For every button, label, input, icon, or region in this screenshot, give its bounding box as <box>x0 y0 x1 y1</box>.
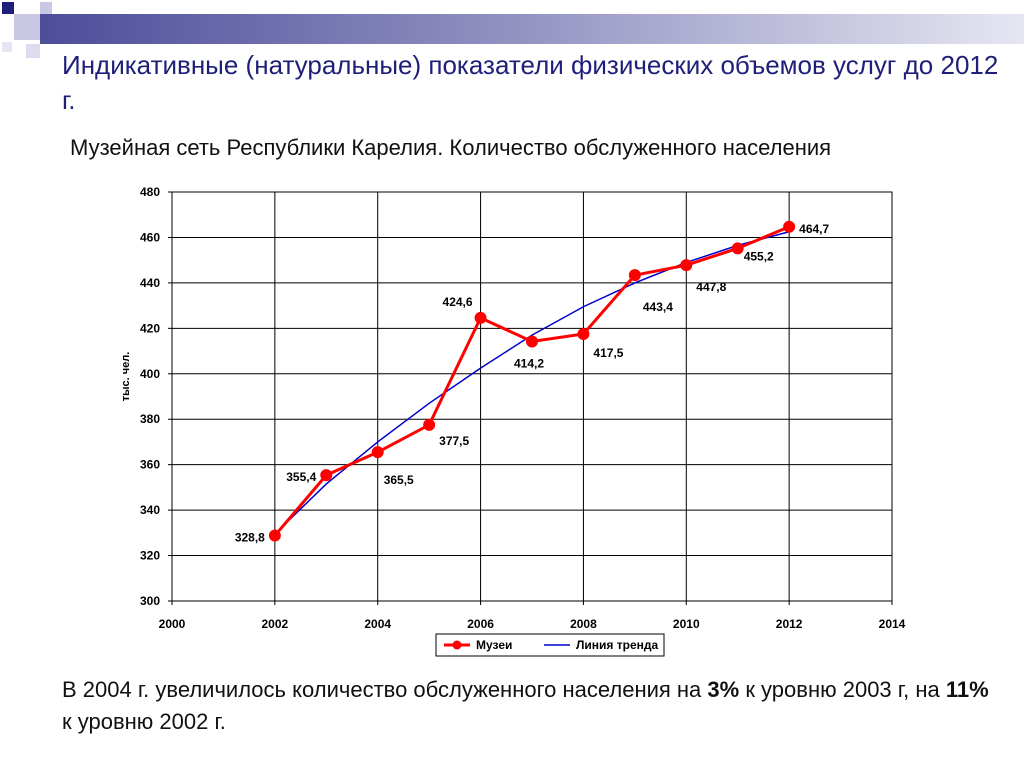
decor-square-tiny <box>2 42 12 52</box>
decor-square-mid <box>26 44 40 58</box>
x-tick-label: 2000 <box>159 617 186 631</box>
x-tick-label: 2004 <box>364 617 391 631</box>
decor-square-light <box>14 14 40 40</box>
data-label: 443,4 <box>643 300 673 314</box>
line-chart: 300 320 340 360 380 400 420 440 460 480 2000 2002 20… <box>120 185 906 657</box>
header-gradient-bar <box>40 14 1024 44</box>
data-point <box>783 220 796 233</box>
summary-note: В 2004 г. увеличилось количество обслуже… <box>62 674 992 738</box>
y-tick-label: 400 <box>140 367 160 381</box>
decor-square-small <box>40 2 52 14</box>
note-text-2: к уровню 2003 г, на <box>739 677 946 702</box>
note-percent-3: 3% <box>707 677 740 702</box>
data-point <box>577 328 590 341</box>
legend-label-museums: Музеи <box>476 638 512 652</box>
data-label: 455,2 <box>744 249 774 263</box>
plot-area <box>171 191 893 602</box>
x-tick-label: 2008 <box>570 617 597 631</box>
y-tick-label: 420 <box>140 321 160 335</box>
x-tick-label: 2002 <box>262 617 289 631</box>
data-label: 365,5 <box>384 473 414 487</box>
decor-square-navy <box>2 2 14 14</box>
data-label: 377,5 <box>439 434 469 448</box>
data-label: 328,8 <box>235 531 265 545</box>
data-point <box>628 269 641 282</box>
data-point <box>680 259 693 272</box>
data-point <box>320 469 333 482</box>
data-point <box>371 446 384 459</box>
y-axis-label: тыс. чел. <box>120 352 132 402</box>
y-tick-label: 340 <box>140 503 160 517</box>
data-label: 424,6 <box>443 295 473 309</box>
y-tick-label: 380 <box>140 412 160 426</box>
data-label: 414,2 <box>514 357 544 371</box>
data-label: 417,5 <box>593 346 623 360</box>
data-point <box>731 242 744 255</box>
chart-title: Музейная сеть Республики Карелия. Количе… <box>70 135 832 160</box>
y-tick-label: 360 <box>140 458 160 472</box>
y-tick-label: 460 <box>140 230 160 244</box>
data-label: 355,4 <box>286 470 316 484</box>
y-tick-label: 440 <box>140 276 160 290</box>
x-tick-label: 2006 <box>467 617 494 631</box>
y-tick-label: 300 <box>140 594 160 608</box>
x-tick-label: 2012 <box>776 617 803 631</box>
data-label: 447,8 <box>696 280 726 294</box>
note-percent-11: 11% <box>945 677 989 702</box>
legend-label-trend: Линия тренда <box>576 638 659 652</box>
data-point <box>268 529 281 542</box>
y-tick-label: 480 <box>140 185 160 199</box>
x-tick-label: 2014 <box>879 617 906 631</box>
y-tick-label: 320 <box>140 549 160 563</box>
data-point <box>474 311 487 324</box>
data-label: 464,7 <box>799 222 829 236</box>
note-text-1: В 2004 г. увеличилось количество обслуже… <box>62 677 708 702</box>
legend-marker-museums <box>452 640 462 650</box>
slide-title: Индикативные (натуральные) показатели фи… <box>62 50 999 115</box>
x-tick-label: 2010 <box>673 617 700 631</box>
data-point <box>526 335 538 348</box>
data-point <box>423 418 436 431</box>
trend-line <box>274 231 790 535</box>
note-text-3: к уровню 2002 г. <box>62 709 226 734</box>
